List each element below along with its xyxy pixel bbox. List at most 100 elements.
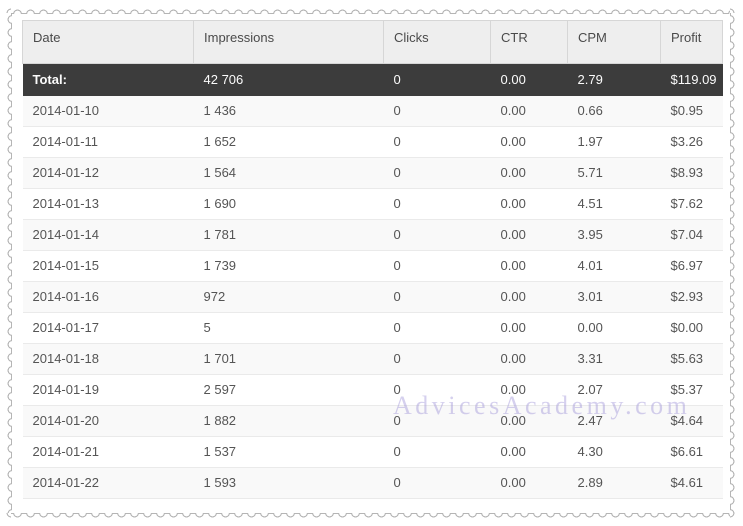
cell-date: 2014-01-12 bbox=[22, 157, 194, 189]
cell-ctr: 0.00 bbox=[490, 126, 568, 158]
cell-date: 2014-01-20 bbox=[22, 405, 194, 437]
table-row: 2014-01-20 1 882 0 0.00 2.47 $4.64 bbox=[22, 405, 723, 437]
column-header-cpm[interactable]: CPM bbox=[567, 20, 661, 64]
cell-impressions: 972 bbox=[193, 281, 384, 313]
total-label: Total: bbox=[22, 63, 194, 96]
cell-ctr: 0.00 bbox=[490, 312, 568, 344]
total-cell-cpm: 2.79 bbox=[567, 63, 661, 96]
cell-cpm: 4.01 bbox=[567, 250, 661, 282]
table-row: 2014-01-18 1 701 0 0.00 3.31 $5.63 bbox=[22, 343, 723, 375]
table-row: 2014-01-13 1 690 0 0.00 4.51 $7.62 bbox=[22, 188, 723, 220]
stamp-perforation-right-edge bbox=[730, 13, 736, 513]
cell-ctr: 0.00 bbox=[490, 250, 568, 282]
total-row: Total: 42 706 0 0.00 2.79 $119.09 bbox=[22, 63, 723, 96]
stamp-perforation-corner-bottom-left bbox=[6, 513, 11, 518]
table-row: 2014-01-15 1 739 0 0.00 4.01 $6.97 bbox=[22, 250, 723, 282]
stats-table: Date Impressions Clicks CTR CPM Profit T… bbox=[22, 20, 723, 499]
cell-profit: $5.63 bbox=[660, 343, 723, 375]
cell-profit: $6.97 bbox=[660, 250, 723, 282]
header-row: Date Impressions Clicks CTR CPM Profit bbox=[22, 20, 723, 64]
cell-date: 2014-01-15 bbox=[22, 250, 194, 282]
stamp-perforation-corner-top-right bbox=[730, 8, 735, 13]
cell-cpm: 2.47 bbox=[567, 405, 661, 437]
table-row: 2014-01-11 1 652 0 0.00 1.97 $3.26 bbox=[22, 126, 723, 158]
cell-clicks: 0 bbox=[383, 219, 491, 251]
cell-impressions: 1 701 bbox=[193, 343, 384, 375]
total-cell-impressions: 42 706 bbox=[193, 63, 384, 96]
table-body: Total: 42 706 0 0.00 2.79 $119.09 2014-0… bbox=[22, 63, 723, 499]
cell-ctr: 0.00 bbox=[490, 219, 568, 251]
cell-clicks: 0 bbox=[383, 157, 491, 189]
cell-impressions: 5 bbox=[193, 312, 384, 344]
cell-cpm: 0.66 bbox=[567, 96, 661, 127]
cell-date: 2014-01-17 bbox=[22, 312, 194, 344]
column-header-profit[interactable]: Profit bbox=[660, 20, 723, 64]
cell-ctr: 0.00 bbox=[490, 436, 568, 468]
stamp-perforation-corner-bottom-right bbox=[730, 513, 735, 518]
cell-profit: $5.37 bbox=[660, 374, 723, 406]
column-header-clicks[interactable]: Clicks bbox=[383, 20, 491, 64]
cell-profit: $4.61 bbox=[660, 467, 723, 499]
cell-cpm: 4.51 bbox=[567, 188, 661, 220]
cell-cpm: 2.89 bbox=[567, 467, 661, 499]
cell-clicks: 0 bbox=[383, 188, 491, 220]
column-header-impressions[interactable]: Impressions bbox=[193, 20, 384, 64]
cell-clicks: 0 bbox=[383, 374, 491, 406]
cell-cpm: 5.71 bbox=[567, 157, 661, 189]
cell-clicks: 0 bbox=[383, 405, 491, 437]
cell-impressions: 1 739 bbox=[193, 250, 384, 282]
cell-cpm: 0.00 bbox=[567, 312, 661, 344]
table-row: 2014-01-12 1 564 0 0.00 5.71 $8.93 bbox=[22, 157, 723, 189]
cell-clicks: 0 bbox=[383, 126, 491, 158]
cell-profit: $3.26 bbox=[660, 126, 723, 158]
cell-impressions: 1 652 bbox=[193, 126, 384, 158]
table-row: 2014-01-21 1 537 0 0.00 4.30 $6.61 bbox=[22, 436, 723, 468]
cell-date: 2014-01-16 bbox=[22, 281, 194, 313]
table-row: 2014-01-19 2 597 0 0.00 2.07 $5.37 bbox=[22, 374, 723, 406]
cell-ctr: 0.00 bbox=[490, 467, 568, 499]
total-cell-ctr: 0.00 bbox=[490, 63, 568, 96]
cell-clicks: 0 bbox=[383, 250, 491, 282]
cell-cpm: 1.97 bbox=[567, 126, 661, 158]
cell-date: 2014-01-13 bbox=[22, 188, 194, 220]
cell-profit: $6.61 bbox=[660, 436, 723, 468]
stamp-perforation-top-edge bbox=[11, 8, 730, 14]
cell-ctr: 0.00 bbox=[490, 188, 568, 220]
cell-impressions: 1 436 bbox=[193, 96, 384, 127]
cell-ctr: 0.00 bbox=[490, 374, 568, 406]
table-row: 2014-01-10 1 436 0 0.00 0.66 $0.95 bbox=[22, 96, 723, 127]
cell-date: 2014-01-22 bbox=[22, 467, 194, 499]
cell-clicks: 0 bbox=[383, 343, 491, 375]
cell-date: 2014-01-18 bbox=[22, 343, 194, 375]
cell-profit: $2.93 bbox=[660, 281, 723, 313]
cell-clicks: 0 bbox=[383, 281, 491, 313]
cell-impressions: 1 593 bbox=[193, 467, 384, 499]
cell-date: 2014-01-14 bbox=[22, 219, 194, 251]
table-row: 2014-01-16 972 0 0.00 3.01 $2.93 bbox=[22, 281, 723, 313]
cell-cpm: 3.95 bbox=[567, 219, 661, 251]
table-row: 2014-01-14 1 781 0 0.00 3.95 $7.04 bbox=[22, 219, 723, 251]
cell-date: 2014-01-10 bbox=[22, 96, 194, 127]
cell-clicks: 0 bbox=[383, 96, 491, 127]
cell-profit: $8.93 bbox=[660, 157, 723, 189]
cell-ctr: 0.00 bbox=[490, 343, 568, 375]
cell-date: 2014-01-11 bbox=[22, 126, 194, 158]
cell-ctr: 0.00 bbox=[490, 281, 568, 313]
cell-ctr: 0.00 bbox=[490, 405, 568, 437]
cell-impressions: 1 882 bbox=[193, 405, 384, 437]
cell-impressions: 2 597 bbox=[193, 374, 384, 406]
cell-cpm: 3.01 bbox=[567, 281, 661, 313]
cell-profit: $0.00 bbox=[660, 312, 723, 344]
cell-date: 2014-01-21 bbox=[22, 436, 194, 468]
total-cell-profit: $119.09 bbox=[660, 63, 723, 96]
cell-profit: $4.64 bbox=[660, 405, 723, 437]
column-header-ctr[interactable]: CTR bbox=[490, 20, 568, 64]
column-header-date[interactable]: Date bbox=[22, 20, 194, 64]
cell-profit: $7.04 bbox=[660, 219, 723, 251]
cell-ctr: 0.00 bbox=[490, 157, 568, 189]
table-row: 2014-01-22 1 593 0 0.00 2.89 $4.61 bbox=[22, 467, 723, 499]
cell-impressions: 1 781 bbox=[193, 219, 384, 251]
cell-impressions: 1 690 bbox=[193, 188, 384, 220]
cell-clicks: 0 bbox=[383, 436, 491, 468]
